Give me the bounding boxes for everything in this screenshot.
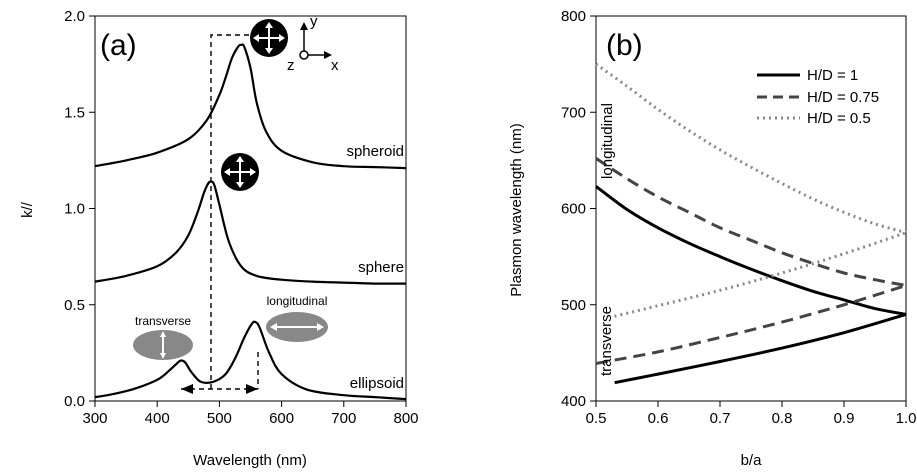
series-line-hd-1-longitudinal xyxy=(595,157,907,287)
series-line-hd-0-transverse xyxy=(614,312,907,385)
label-spheroid: spheroid xyxy=(346,143,404,160)
x-tick-label: 0.9 xyxy=(834,410,855,427)
axis-label-y: y xyxy=(310,13,318,30)
series-line-hd-2-transverse xyxy=(614,231,907,318)
series-line-hd-0-longitudinal xyxy=(595,185,907,316)
label-transverse: transverse xyxy=(135,314,191,328)
x-tick-label: 600 xyxy=(269,410,294,427)
y-tick-label: 0.0 xyxy=(64,393,85,410)
x-tick-label: 0.7 xyxy=(710,410,731,427)
panel-a-y-ticks: 0.0 0.5 1.0 1.5 2.0 xyxy=(64,8,95,410)
y-tick-label: 0.5 xyxy=(64,297,85,314)
x-tick-label: 300 xyxy=(82,410,107,427)
axis-label-x: x xyxy=(331,57,339,74)
x-tick-label: 0.6 xyxy=(648,410,669,427)
y-tick-label: 1.5 xyxy=(64,104,85,121)
label-longitudinal-b: longitudinal xyxy=(599,103,616,179)
sphere-icon xyxy=(221,153,259,191)
series-line-ellipsoid xyxy=(94,320,407,401)
series-line-hd-2-longitudinal xyxy=(595,62,907,235)
legend-label-hd-1: H/D = 1 xyxy=(807,67,858,84)
y-tick-label: 800 xyxy=(561,8,586,25)
x-tick-label: 1.0 xyxy=(896,410,917,427)
y-tick-label: 2.0 xyxy=(64,8,85,25)
label-ellipsoid: ellipsoid xyxy=(350,375,404,392)
dashed-guide-arrows xyxy=(181,30,270,394)
panel-b-x-axis-label: b/a xyxy=(741,452,763,469)
axis-label-z: z xyxy=(287,57,295,74)
y-tick-label: 400 xyxy=(561,393,586,410)
legend-label-hd-05: H/D = 0.5 xyxy=(807,110,871,127)
vertical-dashed-guide xyxy=(210,34,258,389)
panel-b-series xyxy=(595,62,907,385)
legend-label-hd-075: H/D = 0.75 xyxy=(807,89,879,106)
longitudinal-ellipsoid-icon xyxy=(266,312,328,342)
label-longitudinal: longitudinal xyxy=(267,294,328,308)
right-arrow-head-bottom xyxy=(246,384,258,394)
series-line-sphere xyxy=(94,180,407,285)
transverse-ellipsoid-icon xyxy=(133,330,193,360)
label-sphere: sphere xyxy=(358,259,404,276)
axes-icon xyxy=(299,22,332,60)
y-tick-label: 500 xyxy=(561,297,586,314)
y-tick-label: 700 xyxy=(561,104,586,121)
x-tick-label: 400 xyxy=(145,410,170,427)
label-transverse-b: transverse xyxy=(598,306,615,376)
x-tick-label: 800 xyxy=(393,410,418,427)
y-tick-label: 600 xyxy=(561,201,586,218)
panel-b-label: (b) xyxy=(606,29,643,62)
x-tick-label: 0.5 xyxy=(586,410,607,427)
panel-a-series xyxy=(94,43,407,401)
panel-b-x-ticks: 0.5 0.6 0.7 0.8 0.9 1.0 xyxy=(586,401,917,427)
panel-a-label: (a) xyxy=(100,29,137,62)
panel-b-y-ticks: 400 500 600 700 800 xyxy=(561,8,596,410)
panel-b: 0.5 0.6 0.7 0.8 0.9 1.0 400 500 600 700 800 (b) b… xyxy=(508,8,916,469)
x-tick-label: 0.8 xyxy=(772,410,793,427)
left-arrow-head xyxy=(181,384,193,394)
legend: H/D = 1 H/D = 0.75 H/D = 0.5 xyxy=(757,67,879,127)
series-line-spheroid xyxy=(94,43,407,170)
x-tick-label: 700 xyxy=(331,410,356,427)
panel-b-y-axis-label: Plasmon wavelength (nm) xyxy=(508,123,525,296)
spheroid-icon xyxy=(250,19,288,57)
series-line-hd-1-transverse xyxy=(595,284,907,365)
panel-b-frame xyxy=(595,15,907,402)
panel-a: 300 400 500 600 700 800 0.0 0.5 1.0 1.5 2.0 (a) W… xyxy=(19,8,419,469)
panel-a-x-axis-label: Wavelength (nm) xyxy=(193,452,307,469)
x-tick-label: 500 xyxy=(207,410,232,427)
panel-a-y-axis-label: k// xyxy=(19,201,36,218)
y-tick-label: 1.0 xyxy=(64,201,85,218)
panel-a-x-ticks: 300 400 500 600 700 800 xyxy=(82,401,419,427)
